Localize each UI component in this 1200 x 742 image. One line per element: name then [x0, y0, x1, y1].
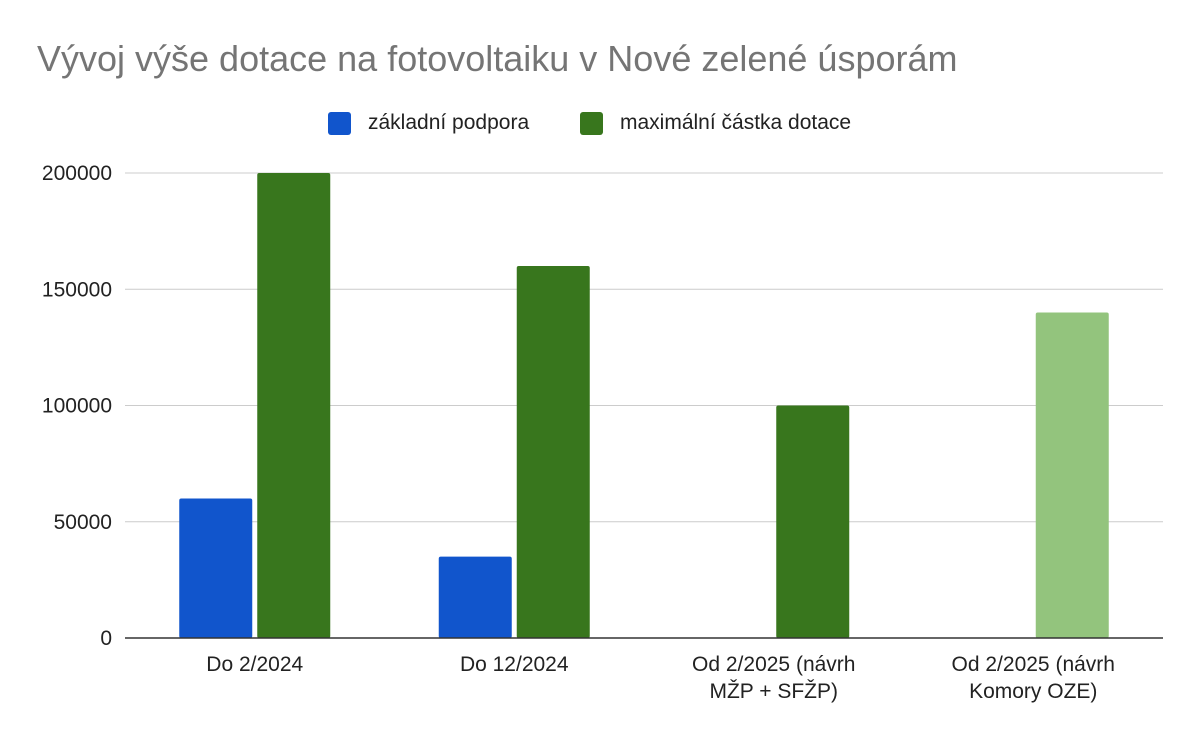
legend-item-zakladni-podpora: základní podpora	[328, 108, 529, 138]
y-tick-label-50000: 50000	[54, 511, 112, 534]
legend-swatch-maximalni-castka	[580, 111, 603, 135]
bar-maximalni-castka-0	[257, 173, 331, 638]
legend-item-maximalni-castka: maximální částka dotace	[580, 108, 851, 138]
x-tick-label-2-line-0: Od 2/2025 (návrh	[692, 653, 855, 676]
y-tick-label-100000: 100000	[42, 395, 112, 418]
y-tick-label-150000: 150000	[42, 278, 112, 301]
legend-label-zakladni-podpora: základní podpora	[368, 111, 530, 134]
x-tick-label-1-line-0: Do 12/2024	[460, 653, 569, 676]
bar-maximalni-castka-3	[1035, 312, 1109, 638]
x-tick-label-2-line-1: MŽP + SFŽP)	[709, 680, 838, 703]
x-tick-label-0-line-0: Do 2/2024	[206, 653, 303, 676]
chart-legend: základní podpora maximální částka dotace	[0, 108, 1200, 138]
y-tick-label-0: 0	[100, 627, 112, 650]
legend-label-maximalni-castka: maximální částka dotace	[620, 111, 852, 134]
legend-swatch-zakladni-podpora	[328, 111, 351, 135]
x-tick-label-3-line-1: Komory OZE)	[969, 680, 1097, 703]
bar-zakladni-podpora-1	[438, 556, 512, 638]
bar-maximalni-castka-1	[516, 266, 590, 638]
bar-maximalni-castka-2	[776, 405, 850, 638]
chart-title: Vývoj výše dotace na fotovoltaiku v Nové…	[37, 38, 958, 79]
x-tick-label-3-line-0: Od 2/2025 (návrh	[952, 653, 1115, 676]
y-tick-label-200000: 200000	[42, 162, 112, 185]
bar-zakladni-podpora-0	[179, 498, 253, 638]
